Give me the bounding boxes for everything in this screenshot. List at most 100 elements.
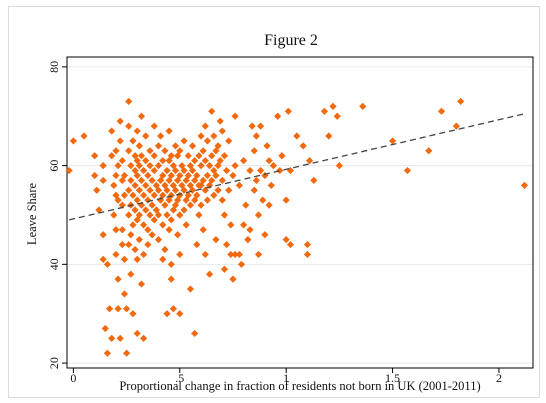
data-point: [105, 305, 114, 313]
data-point: [120, 290, 129, 298]
data-point: [216, 157, 224, 165]
data-point: [110, 211, 118, 219]
y-axis-title: Leave Share: [25, 182, 39, 245]
data-point: [135, 236, 143, 244]
data-point: [250, 186, 258, 194]
data-point: [167, 275, 175, 283]
data-point: [205, 162, 214, 170]
data-point: [303, 250, 312, 259]
data-point: [125, 211, 133, 219]
data-point: [137, 152, 146, 160]
data-point: [225, 137, 233, 145]
data-point: [212, 236, 220, 244]
data-point: [246, 166, 254, 175]
data-point: [65, 166, 73, 175]
data-point: [257, 166, 265, 175]
data-point: [293, 132, 301, 140]
data-point: [93, 186, 101, 194]
data-point: [184, 191, 192, 199]
data-point: [244, 236, 252, 244]
data-point: [159, 255, 167, 263]
data-point: [201, 157, 209, 165]
data-point: [197, 132, 205, 140]
data-point: [120, 191, 129, 199]
data-point: [208, 107, 216, 115]
data-point: [210, 132, 218, 140]
fit-line: [68, 113, 525, 221]
data-point: [99, 162, 107, 170]
data-point: [199, 176, 207, 185]
data-point: [231, 250, 239, 259]
data-point: [359, 102, 367, 110]
data-point: [191, 329, 199, 338]
data-point: [263, 142, 271, 150]
data-point: [142, 157, 150, 165]
data-point: [240, 221, 248, 229]
data-point: [325, 132, 333, 140]
data-point: [261, 231, 269, 239]
data-point: [199, 147, 207, 155]
data-point: [171, 186, 180, 194]
data-point: [125, 147, 133, 155]
data-point: [274, 112, 282, 120]
data-point: [167, 171, 175, 180]
data-point: [148, 176, 156, 185]
data-point: [112, 250, 120, 259]
data-point: [165, 127, 173, 135]
data-point: [193, 240, 201, 249]
data-point: [214, 142, 222, 150]
data-point: [154, 211, 163, 219]
data-point: [140, 191, 148, 199]
data-point: [333, 112, 341, 120]
data-point: [163, 166, 171, 175]
data-point: [95, 206, 103, 214]
data-point: [116, 117, 124, 125]
data-point: [199, 226, 207, 234]
data-point: [193, 171, 201, 180]
data-point: [403, 166, 412, 175]
data-point: [303, 240, 312, 249]
data-point: [137, 112, 146, 120]
data-point: [148, 201, 156, 209]
data-point: [125, 97, 133, 106]
data-point: [180, 186, 188, 194]
data-point: [108, 334, 116, 342]
data-point: [118, 201, 126, 209]
data-point: [457, 97, 465, 106]
x-tick-label: 2: [496, 371, 502, 385]
data-point: [116, 334, 124, 342]
data-point: [246, 226, 254, 234]
data-point: [135, 186, 143, 194]
data-point: [140, 221, 148, 229]
data-point: [154, 142, 163, 150]
data-point: [110, 181, 118, 189]
data-point: [222, 240, 231, 249]
data-point: [137, 176, 146, 185]
y-tick-label: 60: [47, 160, 61, 172]
x-tick-label: 0: [70, 371, 76, 385]
data-point: [144, 196, 152, 204]
data-point: [146, 186, 154, 194]
data-point: [114, 162, 122, 170]
data-point: [148, 231, 156, 239]
data-point: [201, 186, 209, 194]
data-point: [165, 226, 173, 234]
data-point: [91, 171, 99, 180]
x-tick-label: 1: [283, 371, 289, 385]
data-point: [388, 137, 397, 145]
data-point: [99, 176, 107, 185]
data-point: [191, 157, 199, 165]
data-point: [150, 166, 158, 175]
data-point: [425, 147, 433, 155]
data-point: [154, 162, 163, 170]
data-point: [161, 147, 169, 155]
data-point: [210, 191, 218, 199]
data-point: [229, 171, 237, 180]
data-point: [176, 211, 184, 219]
data-point: [227, 221, 235, 229]
data-point: [227, 250, 235, 259]
data-point: [195, 152, 203, 160]
data-point: [146, 147, 154, 155]
data-point: [193, 191, 201, 199]
data-point: [159, 191, 167, 199]
